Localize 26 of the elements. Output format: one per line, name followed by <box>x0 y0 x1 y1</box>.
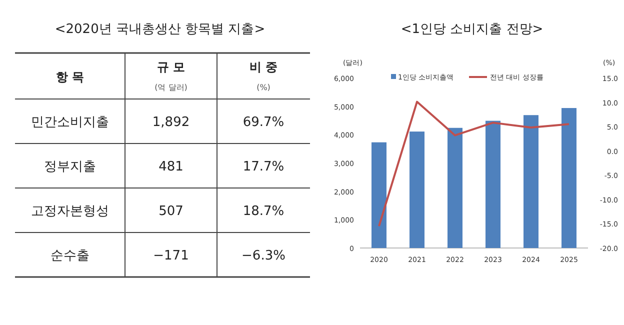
data-label: −6.3% <box>242 248 286 264</box>
data-label: 17.7% <box>242 160 284 174</box>
text: 규 모 <box>156 60 186 74</box>
bar <box>410 132 424 248</box>
bar <box>448 128 462 248</box>
category-label: 고정자본형성 <box>31 204 109 219</box>
data-label: −171 <box>153 248 189 264</box>
bar <box>524 115 538 248</box>
category-label: 순수출 <box>50 248 90 264</box>
category-label: 민간소비지출 <box>31 115 109 130</box>
text: (%) <box>256 83 270 92</box>
text: <2020년 국내총생산 항목별 지출> <box>54 22 266 37</box>
text: 비 중 <box>249 60 278 74</box>
chart-title: <1인당 소비지출 전망> <box>400 22 544 37</box>
data-label: 18.7% <box>242 204 284 219</box>
data-label: 1,892 <box>152 115 190 130</box>
line-series <box>378 100 570 228</box>
data-label: 481 <box>158 160 184 174</box>
category-label: 정부지출 <box>44 160 96 174</box>
data-label: 507 <box>158 204 184 219</box>
bar <box>562 108 576 248</box>
text: (억 달러) <box>154 83 188 92</box>
bar <box>372 142 386 248</box>
bar <box>486 120 500 248</box>
text: 항 목 <box>56 70 84 84</box>
data-label: 69.7% <box>242 115 284 130</box>
